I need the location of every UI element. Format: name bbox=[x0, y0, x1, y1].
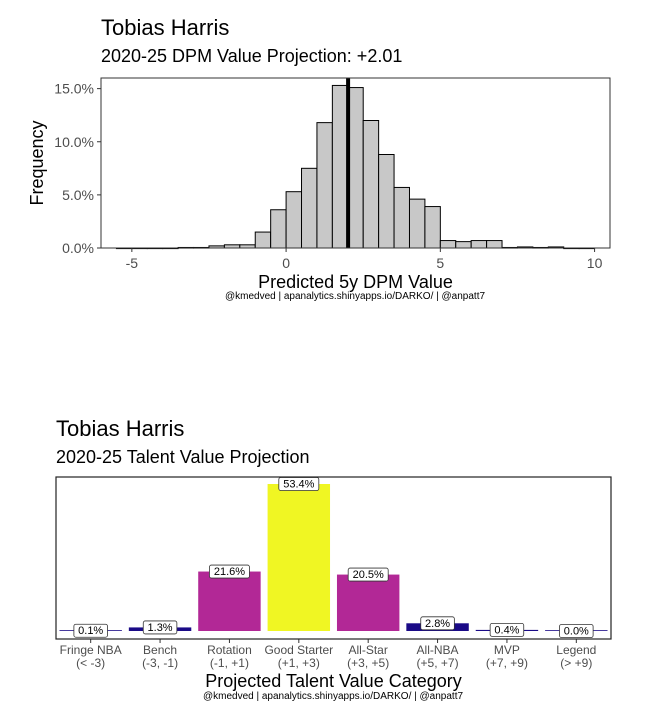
histogram-chart: 0.0% 5.0% 10.0% 15.0% -5 0 5 10 Predicted 5y DPM… bbox=[27, 77, 611, 292]
category-range-7: (> +9) bbox=[560, 656, 592, 670]
hist-subtitle: 2020-25 DPM Value Projection: +2.01 bbox=[101, 46, 403, 66]
histogram-bar-13 bbox=[316, 122, 333, 249]
x-axis-title: Projected Talent Value Category bbox=[205, 671, 462, 691]
hist-caption: @kmedved | apanalytics.shinyapps.io/DARK… bbox=[224, 291, 486, 302]
category-name-0: Fringe NBA bbox=[60, 643, 122, 657]
category-data-label-4: 20.5% bbox=[353, 569, 384, 581]
bar-subtitle: 2020-25 Talent Value Projection bbox=[56, 447, 310, 467]
category-name-1: Bench bbox=[143, 643, 177, 657]
histogram-bar-9 bbox=[254, 231, 272, 249]
x-tick-label-1: 0 bbox=[282, 255, 290, 271]
histogram-bar-24 bbox=[486, 240, 503, 249]
bar-title: Tobias Harris bbox=[56, 416, 185, 441]
category-label-box-0 bbox=[73, 623, 108, 638]
y-axis-title: Frequency bbox=[27, 120, 47, 205]
category-data-label-6: 0.4% bbox=[494, 624, 519, 636]
category-range-3: (+1, +3) bbox=[278, 656, 320, 670]
category-name-5: All-NBA bbox=[417, 643, 459, 657]
histogram-bar-23 bbox=[470, 240, 488, 249]
histogram-bar-14 bbox=[331, 84, 349, 249]
category-range-0: (< -3) bbox=[76, 656, 105, 670]
hist-title: Tobias Harris bbox=[101, 15, 230, 40]
category-data-label-7: 0.0% bbox=[564, 626, 589, 638]
histogram-panel-border bbox=[100, 77, 611, 249]
histogram-bar-22 bbox=[455, 241, 472, 249]
category-range-1: (-3, -1) bbox=[142, 656, 178, 670]
bar-panel-border bbox=[55, 476, 612, 640]
y-tick-label-3: 15.0% bbox=[54, 81, 94, 97]
x-tick-label-3: 10 bbox=[587, 255, 603, 271]
category-data-label-1: 1.3% bbox=[148, 622, 173, 634]
category-name-3: Good Starter bbox=[264, 643, 333, 657]
category-data-label-5: 2.8% bbox=[425, 618, 450, 630]
bar-chart: 0.1% Fringe NBA(< -3) 1.3% Bench(-3, -1) 21.… bbox=[55, 476, 612, 691]
category-range-4: (+3, +5) bbox=[347, 656, 389, 670]
category-data-label-0: 0.1% bbox=[78, 625, 103, 637]
y-tick-label-1: 5.0% bbox=[62, 187, 94, 203]
category-label-box-1 bbox=[142, 620, 178, 635]
category-name-7: Legend bbox=[556, 643, 596, 657]
category-label-box-6 bbox=[489, 622, 525, 637]
category-label-box-2 bbox=[209, 564, 250, 579]
y-tick-label-2: 10.0% bbox=[54, 134, 94, 150]
category-name-6: MVP bbox=[494, 643, 520, 657]
category-label-box-4 bbox=[347, 567, 389, 582]
category-range-6: (+7, +9) bbox=[486, 656, 528, 670]
x-tick-label-0: -5 bbox=[126, 255, 139, 271]
category-data-label-3: 53.4% bbox=[283, 479, 314, 491]
category-name-2: Rotation bbox=[207, 643, 252, 657]
category-bar-3 bbox=[267, 484, 331, 631]
x-tick-label-2: 5 bbox=[436, 255, 444, 271]
histogram-bar-17 bbox=[378, 154, 395, 249]
category-name-4: All-Star bbox=[349, 643, 388, 657]
histogram-bar-10 bbox=[270, 209, 287, 249]
category-label-box-7 bbox=[559, 624, 594, 638]
category-bar-2 bbox=[198, 571, 261, 631]
category-range-5: (+5, +7) bbox=[417, 656, 459, 670]
category-bar-4 bbox=[336, 574, 400, 631]
histogram-bar-12 bbox=[301, 167, 318, 249]
histogram-bar-18 bbox=[393, 186, 410, 249]
histogram-bar-11 bbox=[285, 191, 303, 249]
category-data-label-2: 21.6% bbox=[214, 566, 245, 578]
y-tick-label-0: 0.0% bbox=[62, 240, 94, 256]
category-label-box-5 bbox=[420, 616, 455, 631]
bar-caption: @kmedved | apanalytics.shinyapps.io/DARK… bbox=[202, 691, 464, 702]
histogram-bar-20 bbox=[424, 206, 441, 249]
histogram-bar-19 bbox=[408, 198, 426, 249]
x-axis-title: Predicted 5y DPM Value bbox=[258, 272, 453, 292]
histogram-bar-16 bbox=[362, 120, 380, 249]
histogram-bar-21 bbox=[439, 240, 457, 249]
histogram-bar-15 bbox=[347, 87, 364, 249]
category-range-2: (-1, +1) bbox=[210, 656, 249, 670]
